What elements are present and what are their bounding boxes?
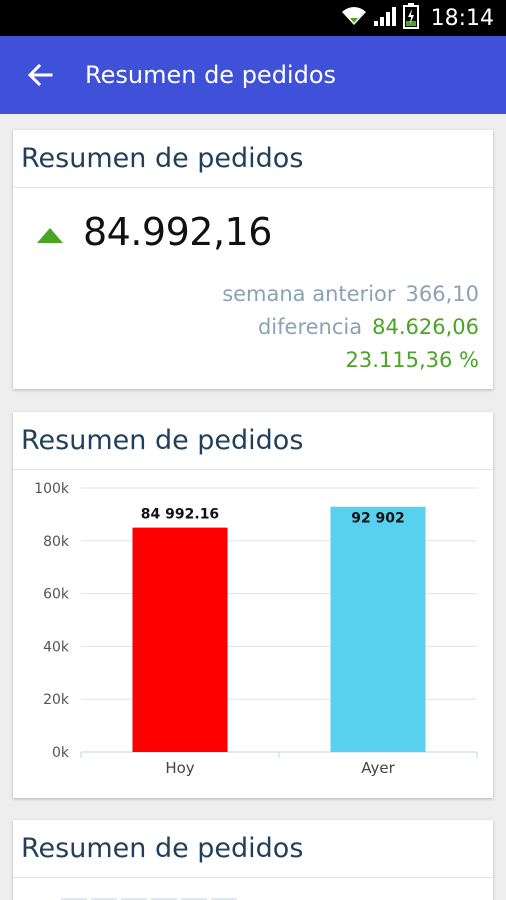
app-bar: Resumen de pedidos — [0, 36, 506, 114]
difference-label: diferencia — [257, 315, 363, 339]
status-bar: 18:14 — [0, 0, 506, 36]
status-icons: 18:14 — [341, 0, 494, 36]
kpi-details: semana anterior 366,10 diferencia 84.626,0… — [222, 278, 479, 377]
page-title: Resumen de pedidos — [85, 61, 337, 89]
difference-row: diferencia 84.626,06 — [222, 311, 479, 344]
table-header-partial — [61, 898, 237, 900]
bar-hoy — [132, 527, 228, 752]
back-button[interactable] — [20, 55, 60, 95]
percentage-value: 23.115,36 % — [345, 348, 479, 372]
data-label: 84 992.16 — [141, 507, 219, 523]
card-title: Resumen de pedidos — [13, 820, 493, 878]
trend-up-icon — [37, 227, 63, 243]
y-tick-label: 60k — [43, 587, 70, 603]
kpi-value: 84.992,16 — [83, 210, 272, 254]
kpi-row: 84.992,16 — [37, 210, 272, 254]
card-title: Resumen de pedidos — [13, 130, 493, 188]
y-tick-label: 20k — [43, 692, 70, 708]
arrow-left-icon — [27, 63, 53, 87]
difference-value: 84.626,06 — [372, 315, 479, 339]
card-title: Resumen de pedidos — [13, 412, 493, 470]
wifi-icon — [341, 4, 367, 32]
status-time: 18:14 — [430, 5, 494, 31]
signal-icon — [373, 5, 397, 31]
y-tick-label: 40k — [43, 639, 70, 655]
x-tick-label: Ayer — [361, 759, 395, 777]
previous-week-value: 366,10 — [405, 282, 479, 306]
summary-card: Resumen de pedidos 84.992,16 semana ante… — [13, 130, 493, 389]
y-tick-label: 0k — [52, 745, 70, 761]
previous-week-label: semana anterior — [222, 282, 396, 306]
battery-icon — [402, 3, 419, 33]
data-label: 92 902 — [351, 511, 405, 527]
x-tick-label: Hoy — [165, 759, 194, 777]
summary-card-3: Resumen de pedidos — [13, 820, 493, 900]
previous-week-row: semana anterior 366,10 — [222, 278, 479, 311]
chart-card: Resumen de pedidos 0k 20k 40k 60k 80k 100k 84 … — [13, 412, 493, 798]
y-tick-label: 100k — [34, 481, 70, 497]
y-tick-label: 80k — [43, 534, 70, 550]
bar-ayer — [330, 506, 426, 752]
bar-chart: 0k 20k 40k 60k 80k 100k 84 992.16 Hoy 92 902 Ayer — [34, 481, 478, 777]
